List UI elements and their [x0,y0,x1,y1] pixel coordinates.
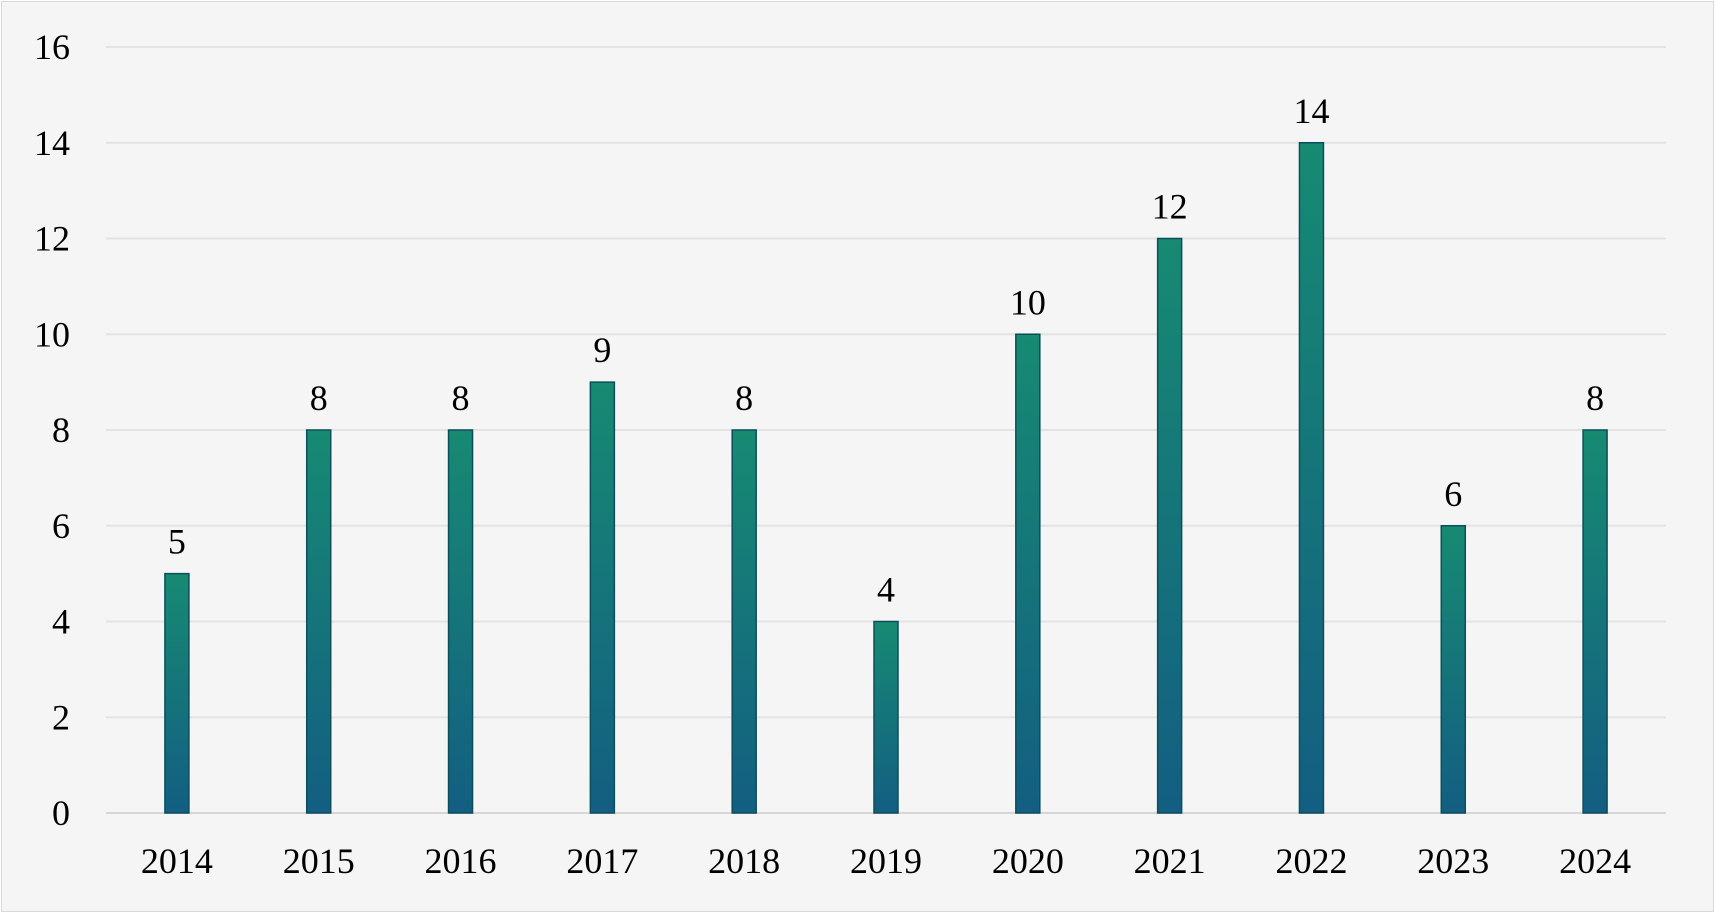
gridlines [106,46,1666,814]
x-tick-label-2017: 2017 [566,841,638,881]
data-label-2016: 8 [452,378,470,418]
data-label-2020: 10 [1010,282,1046,322]
data-label-2017: 9 [593,330,611,370]
x-tick-label-2020: 2020 [992,841,1064,881]
bars [164,142,1608,814]
bar-2017 [589,381,616,814]
bar-2019 [873,620,899,814]
bar-2015 [305,429,332,814]
bar-2016 [447,429,474,814]
y-tick-label: 8 [52,410,70,450]
x-tick-label-2014: 2014 [141,841,213,881]
x-tick-label-2024: 2024 [1559,841,1631,881]
data-label-2022: 14 [1293,91,1329,131]
y-tick-label: 6 [52,506,70,546]
y-tick-label: 2 [52,697,70,737]
x-tick-label-2022: 2022 [1275,841,1347,881]
x-tick-label-2015: 2015 [283,841,355,881]
data-label-2023: 6 [1444,474,1462,514]
x-tick-label-2016: 2016 [425,841,497,881]
bar-2022 [1298,142,1325,814]
bar-2018 [731,429,757,814]
bar-2014 [164,572,190,814]
bar-2021 [1156,237,1183,814]
y-tick-label: 16 [34,27,70,67]
y-axis-ticks: 0 2 4 6 8 10 12 14 16 [34,27,70,833]
data-label-2021: 12 [1152,187,1188,227]
data-label-2024: 8 [1586,378,1604,418]
y-tick-label: 0 [52,793,70,833]
y-tick-label: 4 [52,602,70,642]
y-tick-label: 10 [34,314,70,354]
x-tick-label-2019: 2019 [850,841,922,881]
x-tick-label-2021: 2021 [1134,841,1206,881]
data-label-2018: 8 [735,378,753,418]
data-label-2015: 8 [310,378,328,418]
x-axis-ticks: 2014 2015 2016 2017 2018 2019 2020 2021 2022 2023… [141,841,1631,881]
data-label-2014: 5 [168,522,186,562]
y-tick-label: 12 [34,219,70,259]
x-tick-label-2018: 2018 [708,841,780,881]
data-label-2019: 4 [877,570,895,610]
bar-2023 [1440,525,1467,814]
bar-2024 [1582,429,1608,814]
bar-2020 [1015,333,1041,814]
data-labels: 5 8 8 9 8 4 10 12 14 6 8 [168,91,1604,610]
y-tick-label: 14 [34,123,70,163]
x-tick-label-2023: 2023 [1417,841,1489,881]
